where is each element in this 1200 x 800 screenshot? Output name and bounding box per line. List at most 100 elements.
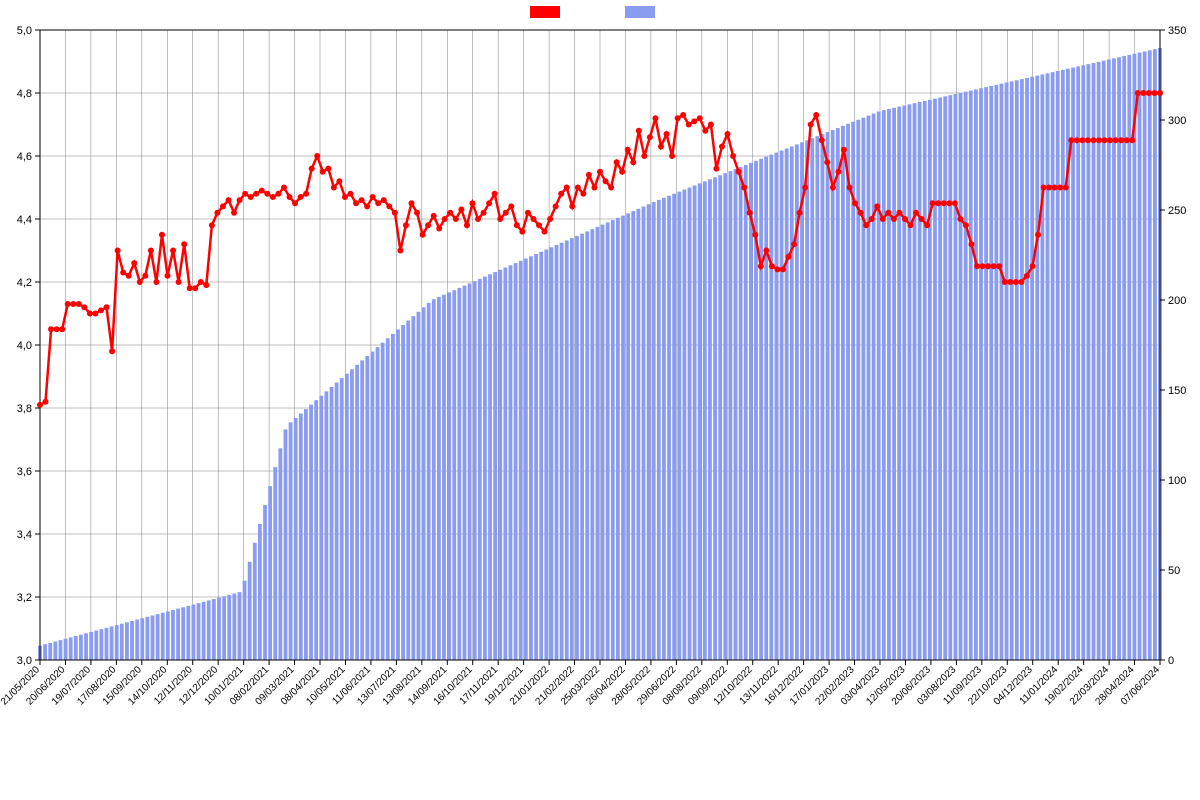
line-marker [342,194,348,200]
bar [192,605,196,660]
line-marker [1090,137,1096,143]
dual-axis-chart: 3,03,23,43,63,84,04,24,44,64,85,00501001… [0,0,1200,800]
bar [401,325,405,660]
line-marker [298,194,304,200]
line-marker [331,185,337,191]
bar [319,396,323,660]
line-marker [525,210,531,216]
line-marker [564,185,570,191]
bar [780,151,784,660]
line-marker [453,216,459,222]
bar [1148,50,1152,660]
line-marker [658,144,664,150]
line-marker [730,153,736,159]
legend-swatch-line [530,6,560,18]
line-marker [808,122,814,128]
bar [918,102,922,660]
bar [258,524,262,660]
line-marker [719,144,725,150]
bar [769,155,773,660]
line-marker [353,200,359,206]
bar [1035,76,1039,660]
line-marker [980,263,986,269]
bar [867,116,871,660]
bar [1056,71,1060,660]
line-marker [542,229,548,235]
line-marker [508,203,514,209]
bar [1133,54,1137,660]
bar [882,110,886,660]
line-marker [220,203,226,209]
bar [130,621,134,660]
line-marker [652,115,658,121]
line-marker [536,222,542,228]
bar [263,505,267,660]
line-marker [209,222,215,228]
bar [534,254,538,660]
line-marker [464,222,470,228]
right-axis-tick-label: 350 [1168,25,1186,37]
line-marker [1035,232,1041,238]
bar [345,374,349,660]
line-marker [486,200,492,206]
line-marker [1057,185,1063,191]
line-marker [1024,273,1030,279]
line-marker [165,273,171,279]
line-marker [874,203,880,209]
bar [253,543,257,660]
line-marker [957,216,963,222]
line-marker [835,169,841,175]
line-marker [636,128,642,134]
line-marker [309,166,315,172]
bar [273,467,277,660]
line-marker [397,248,403,254]
line-marker [1085,137,1091,143]
bar [642,207,646,660]
bar [580,234,584,660]
line-marker [115,248,121,254]
bar [406,321,410,660]
bar [463,286,467,660]
legend-swatch-bar [625,6,655,18]
line-marker [43,399,49,405]
bar [197,603,201,660]
bar [902,106,906,660]
bar [1015,80,1019,660]
bar [48,643,52,660]
line-marker [1063,185,1069,191]
bar [907,104,911,660]
bar [145,617,149,660]
line-marker [497,216,503,222]
left-axis-tick-label: 4,8 [17,88,32,100]
bar [376,347,380,660]
line-marker [786,254,792,260]
line-marker [314,153,320,159]
bar [872,114,876,660]
line-marker [231,210,237,216]
line-marker [935,200,941,206]
bar [734,169,738,660]
bar [53,641,57,660]
line-marker [1157,90,1163,96]
line-marker [758,263,764,269]
line-marker [458,207,464,213]
line-marker [325,166,331,172]
line-marker [974,263,980,269]
line-marker [98,307,104,313]
line-marker [248,194,254,200]
line-marker [170,248,176,254]
right-axis-tick-label: 250 [1168,205,1186,217]
line-marker [1096,137,1102,143]
line-marker [1018,279,1024,285]
bar [831,130,835,660]
bar [304,409,308,660]
bar [590,229,594,660]
line-marker [287,194,293,200]
line-marker [65,301,71,307]
bar [289,422,293,660]
bar [948,95,952,660]
line-marker [92,311,98,317]
bar [232,594,236,660]
line-marker [930,200,936,206]
line-marker [725,131,731,137]
